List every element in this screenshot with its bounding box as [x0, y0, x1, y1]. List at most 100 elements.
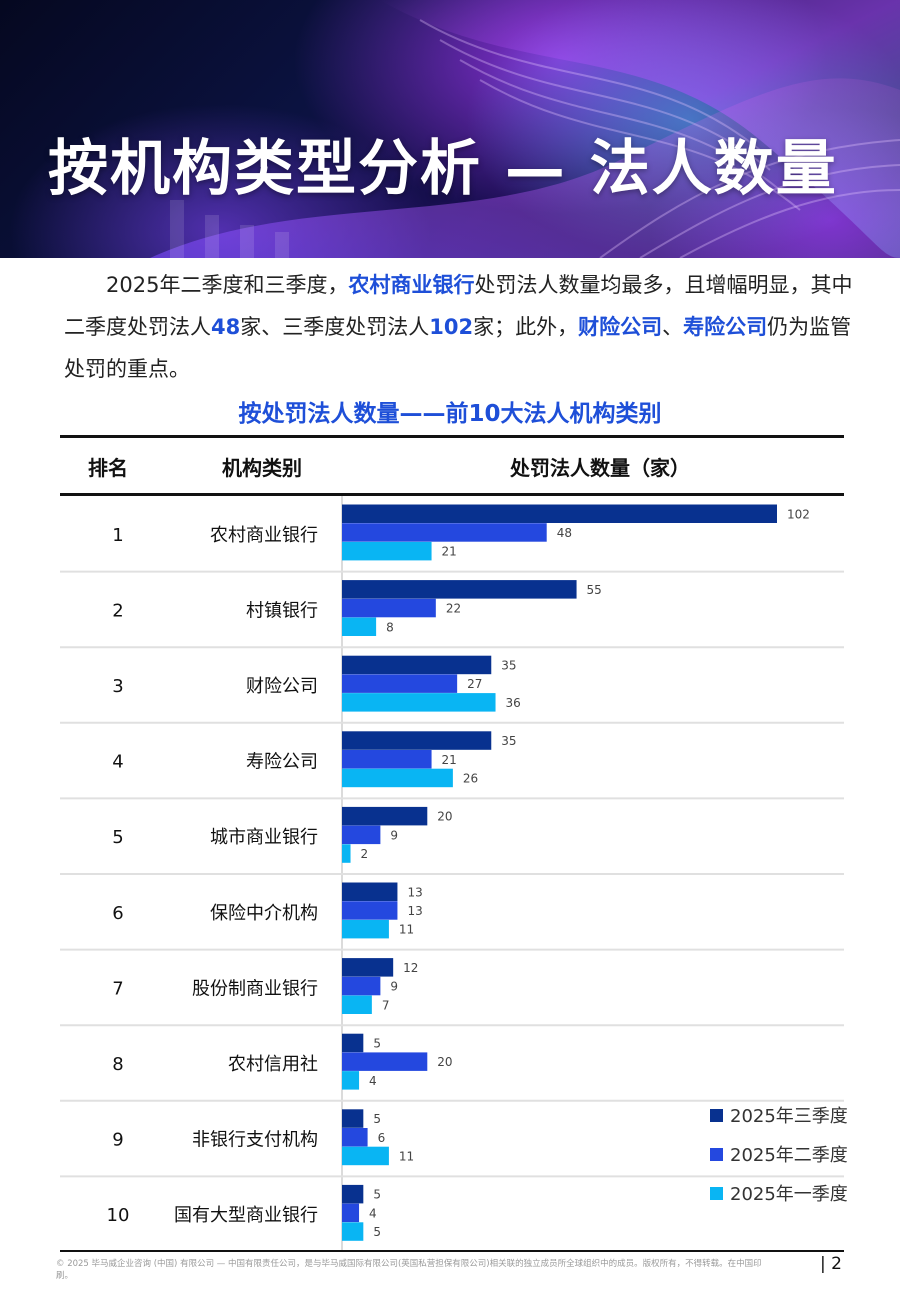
- bar-value-label: 7: [382, 998, 390, 1012]
- bar: [342, 504, 777, 523]
- bar-value-label: 6: [378, 1131, 386, 1145]
- bar-value-label: 9: [390, 828, 398, 842]
- bar-value-label: 20: [437, 1055, 452, 1069]
- bar-value-label: 22: [446, 602, 461, 616]
- bar: [342, 1052, 428, 1071]
- bar: [342, 1071, 360, 1090]
- bar: [342, 750, 432, 769]
- intro-highlight: 财险公司: [578, 315, 663, 339]
- legend-swatch: [710, 1109, 723, 1122]
- bar: [342, 1146, 389, 1166]
- bar: [342, 901, 398, 920]
- rank-label: 3: [112, 676, 123, 697]
- bar: [342, 580, 577, 599]
- category-label: 非银行支付机构: [192, 1130, 318, 1151]
- bar: [342, 768, 453, 788]
- bar-value-label: 5: [373, 1036, 381, 1050]
- bar-value-label: 4: [369, 1206, 377, 1220]
- legend-label: 2025年一季度: [730, 1184, 848, 1205]
- bar: [342, 958, 394, 977]
- table-header-rule: [60, 493, 844, 496]
- bar: [342, 1128, 368, 1147]
- bar: [342, 919, 389, 939]
- bar-value-label: 48: [557, 526, 572, 540]
- bar-value-label: 27: [467, 677, 482, 691]
- rank-label: 1: [112, 525, 123, 546]
- intro-paragraph: 2025年二季度和三季度，农村商业银行处罚法人数量均最多，且增幅明显，其中二季度…: [64, 264, 854, 390]
- bar-value-label: 5: [373, 1112, 381, 1126]
- rank-label: 5: [112, 827, 123, 848]
- bar-value-label: 5: [373, 1188, 381, 1202]
- intro-text: 家；此外，: [473, 315, 579, 339]
- bar: [342, 523, 547, 542]
- bar-value-label: 8: [386, 620, 394, 634]
- header-banner: 按机构类型分析 — 法人数量: [0, 0, 900, 258]
- category-label: 财险公司: [246, 676, 318, 697]
- table-top-rule: [60, 435, 844, 438]
- rank-label: 7: [112, 978, 123, 999]
- intro-text: 仍为监管处罚的重点。: [64, 315, 852, 381]
- legend-swatch: [710, 1187, 723, 1200]
- bar: [342, 1203, 360, 1223]
- banner-artwork: [150, 0, 900, 258]
- rank-label: 9: [112, 1130, 123, 1151]
- copyright-note: © 2025 毕马威企业咨询 (中国) 有限公司 — 中国有限责任公司，是与毕马…: [56, 1259, 762, 1281]
- table-bottom-rule: [60, 1250, 844, 1252]
- page-title: 按机构类型分析 — 法人数量: [48, 134, 838, 204]
- bar-value-label: 21: [442, 545, 457, 559]
- bar-value-label: 9: [390, 980, 398, 994]
- legend-label: 2025年三季度: [730, 1106, 848, 1127]
- legend-swatch: [710, 1148, 723, 1161]
- page-number: | 2: [820, 1254, 842, 1274]
- chart-title: 按处罚法人数量——前10大法人机构类别: [238, 401, 662, 427]
- rank-label: 2: [112, 600, 123, 621]
- intro-text: 2025年二季度和三季度，: [106, 273, 349, 297]
- bar-value-label: 11: [399, 923, 414, 937]
- intro-highlight: 寿险公司: [683, 315, 768, 339]
- bar: [342, 976, 381, 996]
- intro-highlight: 102: [429, 315, 474, 339]
- bar-value-label: 13: [407, 885, 422, 899]
- intro-highlight: 农村商业银行: [348, 273, 475, 297]
- bar-value-label: 12: [403, 961, 418, 975]
- category-label: 寿险公司: [246, 752, 318, 773]
- count-column-header: 处罚法人数量（家）: [510, 456, 690, 480]
- intro-highlight: 48: [211, 315, 241, 339]
- bar: [342, 806, 428, 826]
- bar-value-label: 20: [437, 810, 452, 824]
- bar: [342, 1033, 364, 1053]
- rank-label: 8: [112, 1054, 123, 1075]
- bar: [342, 598, 436, 618]
- bar-value-label: 21: [442, 753, 457, 767]
- bar: [342, 844, 351, 863]
- category-label: 国有大型商业银行: [174, 1205, 318, 1226]
- bar-value-label: 4: [369, 1074, 377, 1088]
- bar-value-label: 55: [587, 583, 602, 597]
- category-label: 农村信用社: [228, 1054, 318, 1075]
- category-label: 农村商业银行: [210, 525, 318, 546]
- bar-value-label: 35: [501, 658, 516, 672]
- rank-column-header: 排名: [88, 456, 128, 480]
- bar: [342, 617, 377, 636]
- category-column-header: 机构类别: [222, 456, 302, 480]
- category-label: 股份制商业银行: [192, 978, 318, 999]
- category-label: 村镇银行: [246, 600, 318, 621]
- intro-text: 家、三季度处罚法人: [240, 315, 430, 339]
- bar: [342, 731, 492, 750]
- bar-value-label: 26: [463, 771, 478, 785]
- bar: [342, 1184, 364, 1204]
- bar: [342, 674, 458, 693]
- bar-value-label: 13: [407, 904, 422, 918]
- bar-value-label: 36: [506, 696, 521, 710]
- intro-text: 处罚法人数量均最多，且增幅明显，其中二季度处罚法人: [64, 273, 853, 339]
- bar-value-label: 2: [361, 847, 369, 861]
- category-label: 保险中介机构: [210, 903, 318, 924]
- bar-value-label: 35: [501, 734, 516, 748]
- bar: [342, 995, 372, 1014]
- rank-label: 6: [112, 903, 123, 924]
- legend-label: 2025年二季度: [730, 1145, 848, 1166]
- bar: [342, 693, 496, 712]
- bar-value-label: 5: [373, 1225, 381, 1239]
- intro-text: 、: [662, 315, 684, 339]
